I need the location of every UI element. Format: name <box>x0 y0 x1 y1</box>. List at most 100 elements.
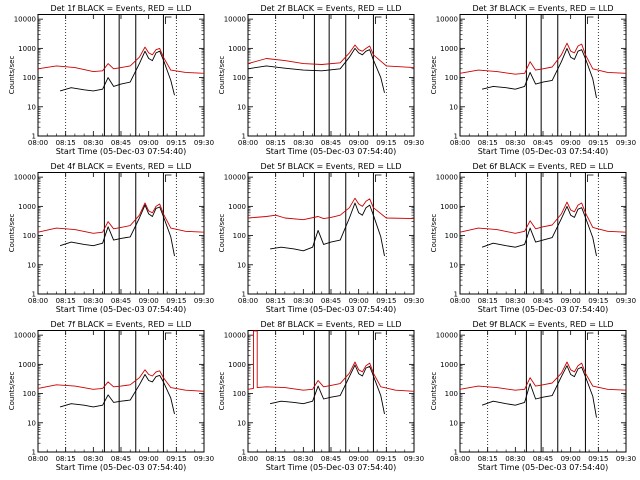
lld-rate-line <box>247 197 415 221</box>
y-tick-label: 100 <box>445 232 458 240</box>
plot-frame <box>459 172 627 295</box>
y-tick-label: 1000 <box>440 361 458 369</box>
x-tick-label: 08:45 <box>533 297 553 305</box>
lld-rate-line <box>459 42 627 75</box>
x-tick-label: 08:00 <box>450 297 470 305</box>
y-tick-label: 10 <box>237 419 246 427</box>
x-tick-label: 09:30 <box>404 455 424 463</box>
y-tick-label: 100 <box>233 232 246 240</box>
y-tick-label: 100 <box>23 390 36 398</box>
x-tick-label: 08:00 <box>450 455 470 463</box>
x-tick-label: 08:30 <box>505 297 525 305</box>
x-tick-label: 08:00 <box>238 139 258 147</box>
panel-2: Det 2f BLACK = Events, RED = LLD 1 10 100 10… <box>218 4 424 156</box>
y-tick-label: 10000 <box>224 332 246 340</box>
x-tick-label: 08:45 <box>533 455 553 463</box>
lld-rate-line <box>459 201 627 234</box>
y-tick-label: 10 <box>237 103 246 111</box>
y-axis-label: Counts/sec <box>8 372 16 411</box>
y-tick-label: 100 <box>445 390 458 398</box>
plot-frame <box>247 330 415 453</box>
y-tick-label: 100 <box>445 74 458 82</box>
x-tick-label: 08:00 <box>450 139 470 147</box>
x-tick-label: 08:45 <box>111 139 131 147</box>
x-tick-label: 09:00 <box>561 455 581 463</box>
x-axis-label: Start Time (05-Dec-03 07:54:40) <box>478 463 609 472</box>
y-tick-label: 100 <box>23 74 36 82</box>
x-tick-label: 09:30 <box>616 297 636 305</box>
lld-rate-line <box>37 46 205 74</box>
corner-bracket-marker <box>375 332 382 340</box>
x-tick-label: 08:30 <box>83 139 103 147</box>
panel-9: Det 9f BLACK = Events, RED = LLD 1 10 100 10… <box>430 320 636 472</box>
y-axis-label: Counts/sec <box>430 372 438 411</box>
panel-5: Det 5f BLACK = Events, RED = LLD 1 10 100 10… <box>218 162 424 314</box>
x-tick-label: 08:15 <box>56 139 76 147</box>
x-tick-label: 08:30 <box>505 455 525 463</box>
panel-8: Det 8f BLACK = Events, RED = LLD 1 10 100 10… <box>218 320 424 472</box>
x-tick-label: 09:15 <box>166 139 186 147</box>
x-tick-label: 08:00 <box>28 455 48 463</box>
y-axis-label: Counts/sec <box>218 214 226 253</box>
x-tick-label: 08:00 <box>238 297 258 305</box>
x-tick-label: 08:15 <box>478 297 498 305</box>
y-tick-label: 1 <box>32 449 36 457</box>
y-tick-label: 1000 <box>228 45 246 53</box>
y-tick-label: 1 <box>32 133 36 141</box>
y-tick-label: 10000 <box>14 16 36 24</box>
x-tick-label: 08:30 <box>83 297 103 305</box>
event-rate-line <box>247 47 385 93</box>
panel-title: Det 8f BLACK = Events, RED = LLD <box>260 320 401 329</box>
y-tick-label: 1 <box>242 449 246 457</box>
y-tick-label: 1000 <box>440 45 458 53</box>
lld-rate-line <box>37 202 205 234</box>
panel-7: Det 7f BLACK = Events, RED = LLD 1 10 100 10… <box>8 320 214 472</box>
panel-title: Det 2f BLACK = Events, RED = LLD <box>260 4 401 13</box>
y-tick-label: 1 <box>454 449 458 457</box>
y-tick-label: 10000 <box>224 16 246 24</box>
x-tick-label: 08:00 <box>28 297 48 305</box>
y-axis-label: Counts/sec <box>430 214 438 253</box>
x-tick-label: 09:30 <box>404 139 424 147</box>
x-tick-label: 09:00 <box>349 455 369 463</box>
x-tick-label: 09:15 <box>376 455 396 463</box>
x-tick-label: 09:15 <box>588 297 608 305</box>
y-tick-label: 10 <box>449 261 458 269</box>
panel-title: Det 6f BLACK = Events, RED = LLD <box>472 162 613 171</box>
plot-frame <box>247 172 415 295</box>
panel-6: Det 6f BLACK = Events, RED = LLD 1 10 100 10… <box>430 162 636 314</box>
plot-frame <box>37 14 205 137</box>
x-tick-label: 09:30 <box>194 139 214 147</box>
x-tick-label: 08:45 <box>111 297 131 305</box>
panel-title: Det 4f BLACK = Events, RED = LLD <box>50 162 191 171</box>
y-axis-label: Counts/sec <box>8 56 16 95</box>
plot-frame <box>247 14 415 137</box>
corner-bracket-marker <box>165 174 172 182</box>
y-tick-label: 1000 <box>18 45 36 53</box>
event-rate-line <box>59 50 175 96</box>
x-tick-label: 09:30 <box>404 297 424 305</box>
corner-bracket-marker <box>165 332 172 340</box>
y-tick-label: 10 <box>237 261 246 269</box>
y-tick-label: 10 <box>27 261 36 269</box>
y-tick-label: 10000 <box>224 174 246 182</box>
x-tick-label: 08:15 <box>266 139 286 147</box>
panel-4: Det 4f BLACK = Events, RED = LLD 1 10 100 10… <box>8 162 214 314</box>
plot-frame <box>37 330 205 453</box>
event-rate-line <box>59 204 175 257</box>
x-tick-label: 09:30 <box>616 139 636 147</box>
y-tick-label: 100 <box>23 232 36 240</box>
corner-bracket-marker <box>587 174 594 182</box>
x-tick-label: 08:30 <box>293 139 313 147</box>
x-tick-label: 08:00 <box>28 139 48 147</box>
y-tick-label: 100 <box>233 390 246 398</box>
x-tick-label: 08:15 <box>56 455 76 463</box>
panel-title: Det 9f BLACK = Events, RED = LLD <box>472 320 613 329</box>
event-rate-line <box>481 205 597 257</box>
y-tick-label: 1 <box>32 291 36 299</box>
panel-title: Det 1f BLACK = Events, RED = LLD <box>50 4 191 13</box>
plot-frame <box>459 14 627 137</box>
x-tick-label: 08:45 <box>533 139 553 147</box>
x-tick-label: 08:15 <box>56 297 76 305</box>
y-tick-label: 1000 <box>18 203 36 211</box>
